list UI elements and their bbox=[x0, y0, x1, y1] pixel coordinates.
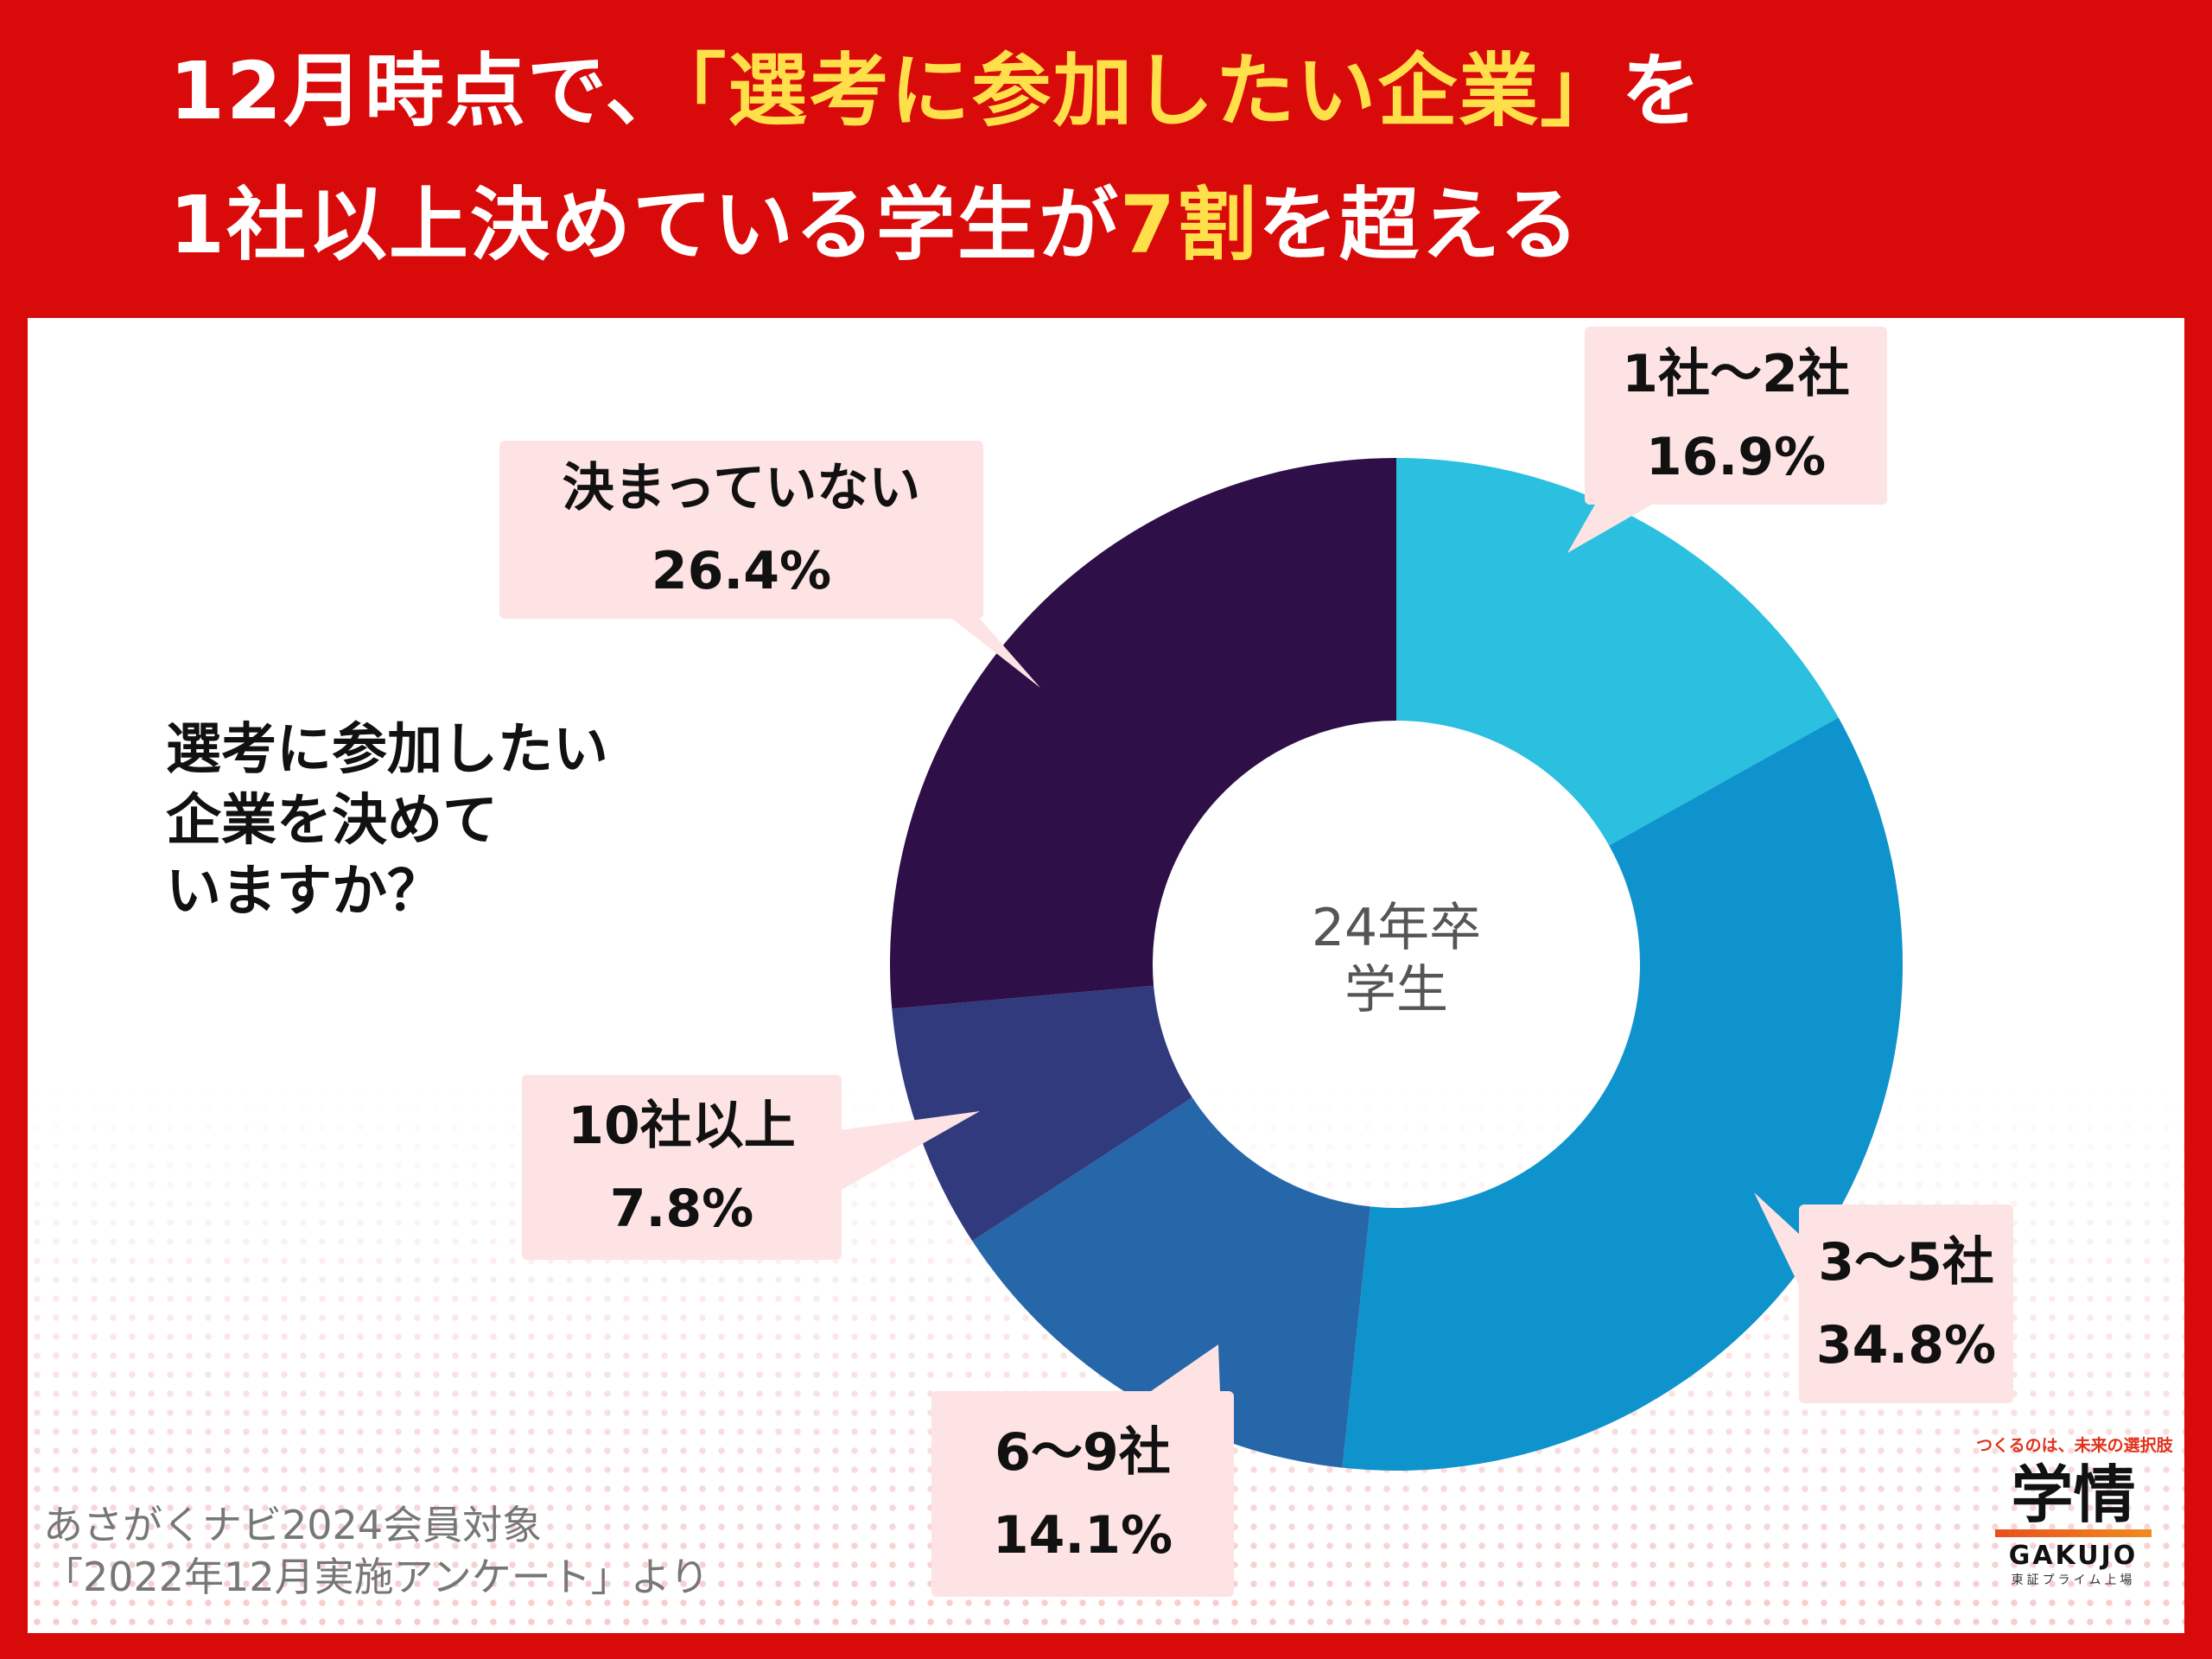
slice-label: 1社〜2社 bbox=[1622, 344, 1850, 404]
callout-6-9-companies: 6〜9社 14.1% bbox=[931, 1391, 1234, 1597]
slice-label: 10社以上 bbox=[568, 1096, 796, 1156]
slice-label: 決まっていない bbox=[562, 458, 921, 518]
slice-percent: 7.8% bbox=[609, 1179, 754, 1239]
source-line: あさがくナビ2024会員対象 bbox=[43, 1502, 543, 1548]
logo-mark: 学情 bbox=[2011, 1459, 2136, 1531]
callout-10-plus-companies: 10社以上 7.8% bbox=[522, 1075, 842, 1260]
donut-slice-4 bbox=[890, 458, 1396, 1009]
slice-label: 3〜5社 bbox=[1818, 1232, 1994, 1293]
callout-tail-3-5 bbox=[1754, 1192, 1799, 1286]
donut-slice-3 bbox=[892, 985, 1192, 1242]
title-line-2: 1社以上決めている学生が7割を超える bbox=[169, 186, 1580, 265]
question-line: 選考に参加したい bbox=[166, 718, 608, 782]
title-text: 12月時点で、 bbox=[169, 45, 687, 137]
slice-label: 6〜9社 bbox=[995, 1422, 1171, 1483]
center-label: 学生 bbox=[1344, 960, 1448, 1020]
question-text: 選考に参加したい 企業を決めて いますか？ bbox=[166, 715, 608, 928]
slice-percent: 14.1% bbox=[992, 1505, 1173, 1566]
donut-slice-1 bbox=[1342, 717, 1903, 1471]
logo-bar bbox=[1995, 1529, 2152, 1538]
source-line: 「2022年12月実施アンケート」より bbox=[43, 1553, 709, 1600]
callout-3-5-companies: 3〜5社 34.8% bbox=[1799, 1205, 2013, 1403]
donut-slice-0 bbox=[1396, 458, 1839, 846]
slice-percent: 26.4% bbox=[651, 541, 832, 601]
logo-subtitle: 東証プライム上場 bbox=[2011, 1573, 2136, 1588]
donut-slice-2 bbox=[972, 1097, 1370, 1468]
title-line-1: 12月時点で、「選考に参加したい企業」を bbox=[169, 52, 1702, 131]
title-text: 1社以上決めている学生が bbox=[169, 179, 1121, 271]
chart-panel: 選考に参加したい 企業を決めて いますか？ 24年卒 学生 1社〜2社 16.9%… bbox=[28, 318, 2184, 1633]
callout-1-2-companies: 1社〜2社 16.9% bbox=[1585, 327, 1887, 505]
title-text: を超える bbox=[1258, 179, 1581, 271]
title-highlight: 「選考に参加したい企業」 bbox=[686, 45, 1622, 137]
question-line: いますか？ bbox=[166, 859, 442, 924]
source-note: あさがくナビ2024会員対象 「2022年12月実施アンケート」より bbox=[43, 1500, 709, 1604]
slice-percent: 34.8% bbox=[1815, 1315, 1997, 1376]
slice-percent: 16.9% bbox=[1645, 427, 1827, 487]
center-label: 24年卒 bbox=[1312, 898, 1481, 958]
callout-tail-6-9 bbox=[1151, 1344, 1220, 1391]
title-highlight: 7割 bbox=[1120, 179, 1259, 271]
logo-english: GAKUJO bbox=[2008, 1541, 2139, 1572]
gakujo-logo: つくるのは、未来の選択肢 学情 GAKUJO 東証プライム上場 bbox=[1976, 1433, 2173, 1588]
logo-tagline: つくるのは、未来の選択肢 bbox=[1976, 1436, 2173, 1455]
callout-not-decided: 決まっていない 26.4% bbox=[499, 441, 983, 619]
question-line: 企業を決めて bbox=[166, 788, 498, 853]
callout-tail-10-plus bbox=[840, 1111, 980, 1191]
title-text: を bbox=[1621, 45, 1703, 137]
